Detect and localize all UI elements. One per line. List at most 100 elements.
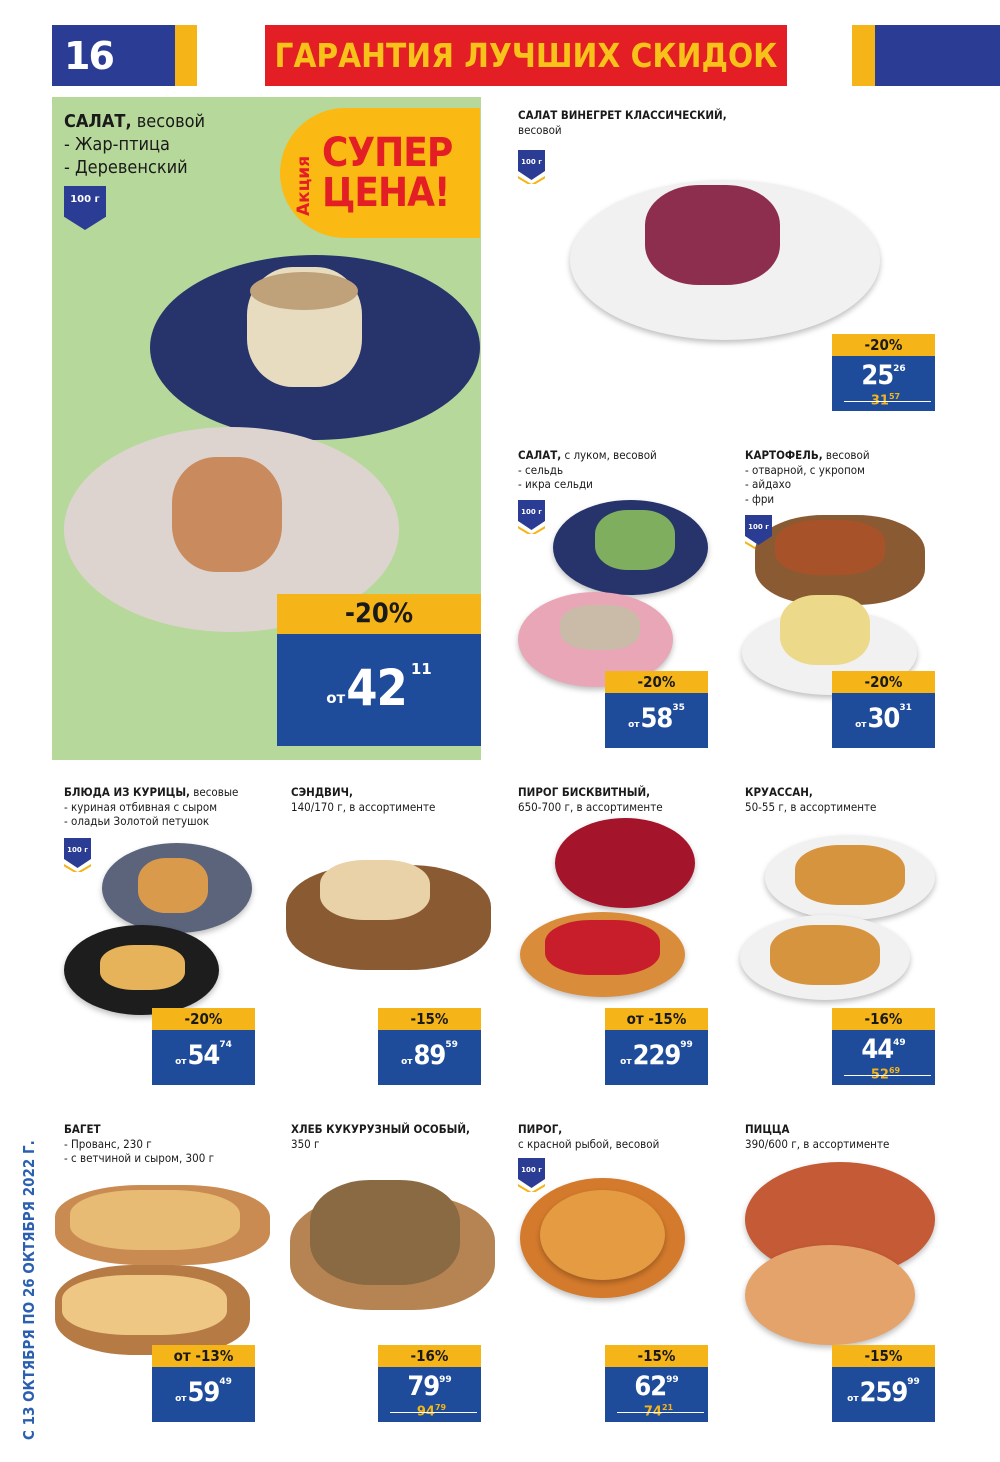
product-detail: весовой bbox=[518, 122, 562, 137]
product-name: ПИРОГ, bbox=[518, 1122, 748, 1137]
discount-label: -15% bbox=[378, 1008, 481, 1030]
price: 25 26 3157 bbox=[832, 356, 935, 411]
discount-label: -16% bbox=[832, 1008, 935, 1030]
product-name: САЛАТ ВИНЕГРЕТ КЛАССИЧЕСКИЙ, bbox=[518, 108, 748, 123]
plate-image bbox=[555, 818, 695, 908]
banner-title: ГАРАНТИЯ ЛУЧШИХ СКИДОК bbox=[265, 25, 787, 86]
price-prefix: от bbox=[326, 689, 346, 707]
price-tag: -15% 62 99 7421 bbox=[605, 1345, 708, 1422]
weight-badge-label: 100 г bbox=[745, 515, 772, 545]
price-prefix: от bbox=[401, 1056, 413, 1067]
weight-badge-label: 100 г bbox=[64, 186, 106, 230]
discount-label: от -15% bbox=[605, 1008, 708, 1030]
price-tag: от -13% от 59 49 bbox=[152, 1345, 255, 1422]
hero-variant: - Деревенский bbox=[64, 157, 188, 178]
price-dec: 74 bbox=[219, 1040, 232, 1050]
price-int: 58 bbox=[640, 703, 674, 734]
product-detail: 140/170 г, в ассортименте bbox=[291, 799, 436, 814]
plate-image bbox=[540, 1190, 665, 1280]
product-detail: - сельдь bbox=[518, 462, 564, 477]
price-int: 42 bbox=[346, 659, 408, 717]
price-int: 62 bbox=[634, 1371, 667, 1402]
old-price-int: 31 bbox=[870, 393, 889, 408]
product-name-rest: весовые bbox=[189, 785, 239, 799]
discount-label: -16% bbox=[378, 1345, 481, 1367]
decor-stripe bbox=[852, 25, 875, 86]
old-price: 3157 bbox=[840, 392, 931, 408]
discount-label: -20% bbox=[605, 671, 708, 693]
old-price-dec: 21 bbox=[661, 1402, 674, 1412]
weight-badge-label: 100 г bbox=[518, 150, 545, 180]
food-image bbox=[310, 1180, 460, 1285]
price-dec: 31 bbox=[899, 703, 912, 713]
discount-label: -15% bbox=[605, 1345, 708, 1367]
product-name-bold: СЭНДВИЧ, bbox=[291, 785, 353, 799]
price-dec: 49 bbox=[219, 1377, 232, 1387]
product-title: САЛАТ ВИНЕГРЕТ КЛАССИЧЕСКИЙ, весовой bbox=[518, 108, 748, 137]
price: от 58 35 bbox=[605, 693, 708, 748]
weight-badge: 100 г bbox=[64, 838, 91, 868]
price-int: 44 bbox=[861, 1034, 894, 1065]
old-price: 7421 bbox=[613, 1403, 704, 1419]
header-decor bbox=[852, 25, 1000, 86]
product-detail: - Прованс, 230 г bbox=[64, 1136, 152, 1151]
food-image bbox=[62, 1275, 227, 1335]
price: от 89 59 bbox=[378, 1030, 481, 1085]
hero-title-rest: весовой bbox=[131, 111, 206, 132]
hero-title-bold: САЛАТ, bbox=[64, 111, 132, 132]
product-name: ПИРОГ БИСКВИТНЫЙ, bbox=[518, 785, 748, 800]
weight-badge-label: 100 г bbox=[518, 1158, 545, 1188]
price-int: 89 bbox=[413, 1040, 447, 1071]
old-price-dec: 57 bbox=[888, 391, 901, 401]
product-name: СЭНДВИЧ, bbox=[291, 785, 521, 800]
discount-label: -20% bbox=[152, 1008, 255, 1030]
food-image bbox=[795, 845, 905, 905]
product-detail: - фри bbox=[745, 491, 775, 506]
old-price: 9479 bbox=[386, 1403, 477, 1419]
price-dec: 11 bbox=[410, 660, 432, 678]
product-title: ПИРОГ, с красной рыбой, весовой bbox=[518, 1122, 748, 1151]
price-dec: 99 bbox=[666, 1375, 679, 1385]
product-detail: 50-55 г, в ассортименте bbox=[745, 799, 877, 814]
food-image bbox=[780, 595, 870, 665]
price-tag: -15% от 89 59 bbox=[378, 1008, 481, 1085]
product-title: КАРТОФЕЛЬ, весовой - отварной, с укропом -… bbox=[745, 448, 975, 506]
price-int: 25 bbox=[861, 360, 894, 391]
product-name-bold: КАРТОФЕЛЬ, bbox=[745, 448, 823, 462]
price-int: 30 bbox=[867, 703, 901, 734]
product-title: ПИРОГ БИСКВИТНЫЙ, 650-700 г, в ассортимен… bbox=[518, 785, 748, 814]
hero-variant: - Жар-птица bbox=[64, 134, 170, 155]
price-dec: 99 bbox=[439, 1375, 452, 1385]
food-image bbox=[645, 185, 780, 285]
price-int: 229 bbox=[632, 1040, 682, 1071]
price: 44 49 5269 bbox=[832, 1030, 935, 1085]
product-title: ХЛЕБ КУКУРУЗНЫЙ ОСОБЫЙ, 350 г bbox=[291, 1122, 521, 1151]
product-detail: - куриная отбивная с сыром bbox=[64, 799, 217, 814]
food-image bbox=[138, 858, 208, 913]
price-tag: -15% от 259 99 bbox=[832, 1345, 935, 1422]
product-title: КРУАССАН, 50-55 г, в ассортименте bbox=[745, 785, 975, 814]
product-name: КАРТОФЕЛЬ, весовой bbox=[745, 448, 975, 463]
discount-label: -15% bbox=[832, 1345, 935, 1367]
product-name: КРУАССАН, bbox=[745, 785, 975, 800]
price-prefix: от bbox=[855, 719, 867, 730]
product-name-bold: БАГЕТ bbox=[64, 1122, 101, 1136]
discount-label: -20% bbox=[832, 334, 935, 356]
old-price-int: 52 bbox=[870, 1067, 889, 1082]
price-tag: -20% 25 26 3157 bbox=[832, 334, 935, 411]
price-dec: 35 bbox=[672, 703, 685, 713]
old-price-int: 94 bbox=[416, 1404, 435, 1419]
price-dec: 99 bbox=[907, 1377, 920, 1387]
page-number: 16 bbox=[64, 33, 115, 78]
weight-badge: 100 г bbox=[745, 515, 772, 545]
product-detail: с красной рыбой, весовой bbox=[518, 1136, 660, 1151]
price: 79 99 9479 bbox=[378, 1367, 481, 1422]
product-title: БЛЮДА ИЗ КУРИЦЫ, весовые - куриная отбивн… bbox=[64, 785, 294, 829]
food-image bbox=[560, 605, 640, 650]
price: от 59 49 bbox=[152, 1367, 255, 1422]
weight-badge: 100 г bbox=[518, 150, 545, 180]
price: 62 99 7421 bbox=[605, 1367, 708, 1422]
price: от 229 99 bbox=[605, 1030, 708, 1085]
price-dec: 59 bbox=[445, 1040, 458, 1050]
product-detail: - с ветчиной и сыром, 300 г bbox=[64, 1151, 215, 1165]
